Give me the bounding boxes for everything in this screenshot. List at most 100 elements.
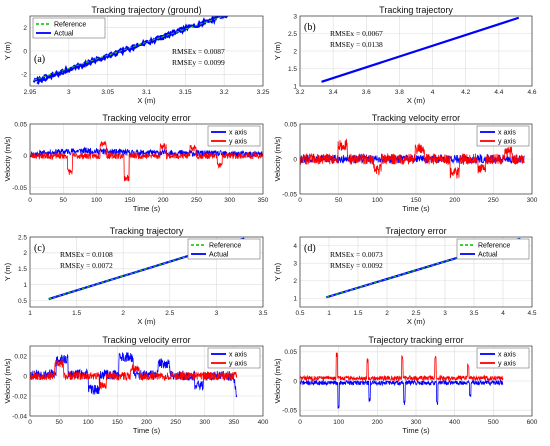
chart-title: Tracking trajectory (ground): [91, 5, 201, 15]
x-tick-label: 350: [228, 419, 239, 426]
y-tick-label: 0: [23, 373, 27, 380]
x-tick-label: 250: [191, 197, 202, 204]
series-group: [30, 141, 263, 182]
x-axis-label: X (m): [407, 96, 426, 105]
x-tick-label: 2.5: [165, 310, 174, 317]
x-tick-label: 3.6: [362, 89, 371, 96]
chart-title: Trajectory error: [385, 226, 446, 236]
x-axis-label: Time (s): [133, 426, 161, 435]
x-tick-label: 200: [141, 419, 152, 426]
x-tick-label: 50: [60, 197, 68, 204]
y-axis-label: Velocity (m/s): [273, 358, 282, 404]
x-tick-label: 300: [224, 197, 235, 204]
x-tick-label: 4.4: [494, 89, 503, 96]
series-group: [300, 352, 504, 409]
y-axis-label: Velocity (m/s): [273, 136, 282, 182]
series-x-axis: [30, 352, 238, 398]
x-tick-label: 100: [83, 419, 94, 426]
x-tick-label: 3.2: [295, 89, 304, 96]
x-tick-label: 500: [488, 419, 499, 426]
y-tick-label: 1.5: [18, 266, 27, 273]
rmse-label: RMSEx = 0.0067: [330, 29, 383, 38]
rmse-label: RMSEx = 0.0073: [330, 250, 383, 259]
x-tick-label: 4.6: [527, 89, 536, 96]
y-tick-label: 2.5: [18, 234, 27, 241]
x-tick-label: 0: [28, 419, 32, 426]
legend-label: x axis: [498, 129, 516, 136]
axes-frame: [299, 15, 533, 87]
axes-frame: [29, 123, 264, 195]
x-tick-label: 2.95: [24, 89, 37, 96]
legend-label: x axis: [229, 129, 247, 136]
x-tick-label: 100: [372, 197, 383, 204]
rmse-label: RMSEy = 0.0092: [330, 261, 383, 270]
x-tick-label: 300: [411, 419, 422, 426]
x-tick-label: 3.4: [329, 89, 338, 96]
x-tick-label: 50: [335, 197, 343, 204]
y-axis-label: Y (m): [273, 262, 282, 281]
series-group: [300, 138, 525, 179]
y-tick-label: 0: [23, 153, 27, 160]
x-tick-label: 150: [411, 197, 422, 204]
series-actual-band: [36, 16, 229, 85]
rmse-label: RMSEy = 0.0138: [330, 40, 383, 49]
x-tick-label: 3.15: [179, 89, 192, 96]
panel-tag: (d): [304, 243, 316, 254]
x-tick-label: 0: [298, 197, 302, 204]
panel-tag: (b): [304, 22, 316, 33]
y-tick-label: 0: [23, 48, 27, 55]
x-tick-label: 2: [385, 310, 389, 317]
y-axis-label: Y (m): [3, 262, 12, 281]
rmse-label: RMSEx = 0.0087: [172, 47, 225, 56]
rmse-label: RMSEy = 0.0072: [60, 261, 113, 270]
y-tick-label: 2: [23, 25, 27, 32]
y-tick-label: -0.02: [12, 393, 27, 400]
x-tick-label: 3.5: [469, 310, 478, 317]
panel-tag: (a): [34, 54, 45, 65]
x-tick-label: 3: [215, 310, 219, 317]
y-axis-label: Velocity (m/s): [3, 136, 12, 182]
x-tick-label: 100: [333, 419, 344, 426]
series-y-axis: [300, 352, 504, 382]
x-tick-label: 1: [327, 310, 331, 317]
chart-title: Tracking velocity error: [102, 113, 190, 123]
x-axis-label: X (m): [137, 317, 156, 326]
legend-label: x axis: [229, 351, 247, 358]
chart-title: Tracking trajectory: [110, 226, 184, 236]
y-tick-label: 1: [23, 282, 27, 289]
x-tick-label: 2: [121, 310, 125, 317]
y-tick-label: 3: [293, 261, 297, 268]
series-reference: [325, 238, 521, 298]
y-axis-label: Velocity (m/s): [3, 358, 12, 404]
y-tick-label: 1: [293, 296, 297, 303]
legend-label: Reference: [478, 242, 510, 249]
x-tick-label: 200: [372, 419, 383, 426]
chart-vel_a: 0 50 100 150 200 250 300 350-0.0500.05Tracking …: [3, 113, 269, 213]
axes-frame: [29, 15, 264, 87]
y-tick-label: 0.02: [14, 353, 27, 360]
y-tick-label: 4: [293, 243, 297, 250]
legend-label: y axis: [498, 360, 516, 367]
x-tick-label: 300: [199, 419, 210, 426]
x-tick-label: 4: [501, 310, 505, 317]
y-tick-label: 0.05: [284, 121, 297, 128]
x-tick-label: 3.2: [220, 89, 229, 96]
y-tick-label: -0.05: [282, 407, 297, 414]
x-axis-label: X (m): [137, 96, 156, 105]
series-x-axis: [300, 379, 504, 409]
x-tick-label: 300: [527, 197, 538, 204]
chart-traj_a: 2.95 3 3.05 3.1 3.15 3.2 3.25 -2 0 2 Tracking traj…: [3, 5, 270, 105]
x-axis-label: Time (s): [133, 204, 161, 213]
x-tick-label: 4.5: [527, 310, 536, 317]
y-tick-label: 3: [293, 13, 297, 20]
x-tick-label: 0.5: [295, 310, 304, 317]
x-tick-label: 2.5: [411, 310, 420, 317]
legend-label: y axis: [498, 138, 516, 145]
x-tick-label: 400: [258, 419, 269, 426]
y-axis-label: Y (m): [3, 41, 12, 60]
y-tick-label: 2: [293, 278, 297, 285]
axes-frame: [299, 236, 533, 308]
